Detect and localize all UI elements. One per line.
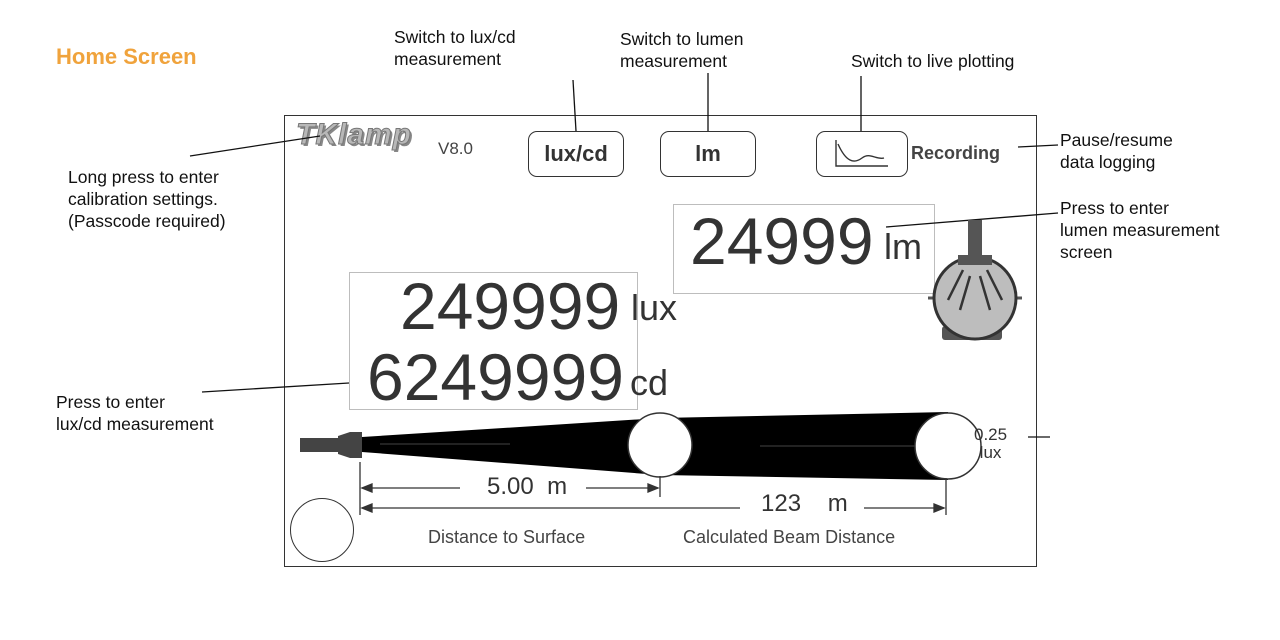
note-switch-luxcd: Switch to lux/cd measurement [394,27,516,69]
threshold-value: 0.25 [974,425,1008,444]
lux-unit: lux [631,287,678,328]
threshold-unit: lux [979,443,1002,462]
line-chart-icon [835,140,888,167]
lux-value: 249999 [400,269,621,343]
page-title: Home Screen [56,44,197,69]
beam-distance-value: 123 [761,490,802,517]
surface-distance-value: 5.00 [487,473,534,500]
note-switch-plot: Switch to live plotting [851,51,1015,71]
lumen-unit: lm [884,226,922,267]
beam-shape [362,412,948,480]
note-pause-resume: Pause/resume data logging [1060,130,1173,172]
lm-button[interactable]: lm [660,131,756,177]
dimension-lines [359,462,947,515]
surface-distance-unit: m [547,473,568,500]
version-label: V8.0 [438,139,473,158]
note-calibration: Long press to enter calibration settings… [68,167,226,231]
live-plot-button[interactable] [816,131,908,177]
lumen-readout[interactable] [673,204,935,294]
surface-target-circle [627,412,693,478]
home-button[interactable] [290,498,354,562]
beam-end-circle [914,412,982,480]
cd-value: 6249999 [367,340,624,414]
note-enter-lumen: Press to enter lumen measurement screen [1060,198,1220,262]
tklamp-logo[interactable]: TKlamp [295,118,413,152]
cd-unit: cd [630,362,669,403]
threshold-label: 0.25 lux [974,426,1007,462]
beam-distance-unit: m [827,490,848,517]
lumen-value: 24999 [690,204,874,278]
luxcd-readout[interactable] [349,272,638,410]
surface-caption: Distance to Surface [428,527,586,547]
surface-distance-label: 5.00 m [487,473,567,501]
leader-lines [189,73,1059,438]
note-enter-luxcd: Press to enter lux/cd measurement [56,392,214,434]
note-switch-lumen: Switch to lumen measurement [620,29,744,71]
beam-caption: Calculated Beam Distance [683,527,896,547]
flashlight-icon [300,432,362,458]
recording-toggle[interactable]: Recording [911,143,1001,163]
luxcd-button[interactable]: lux/cd [528,131,624,177]
integrating-sphere-icon[interactable] [928,220,1022,341]
beam-distance-label: 123 m [761,490,848,518]
